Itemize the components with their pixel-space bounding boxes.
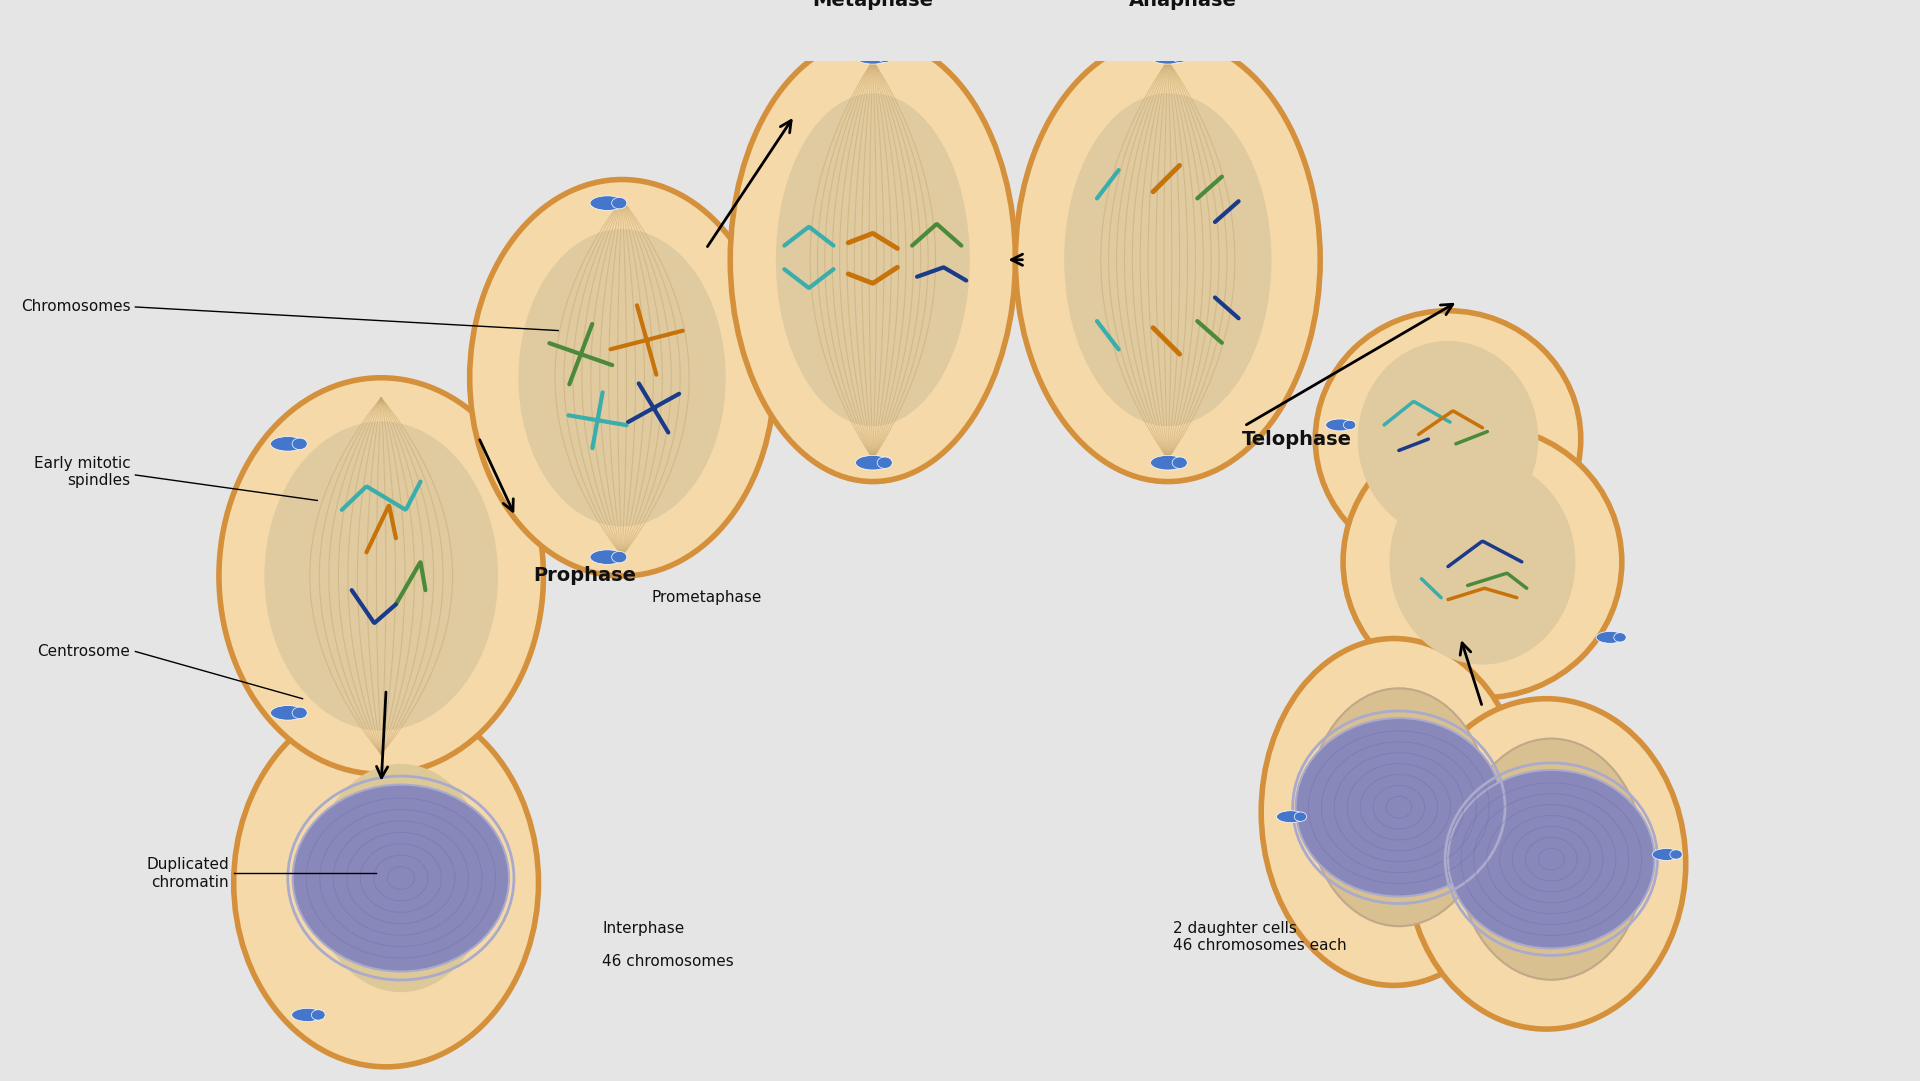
Ellipse shape <box>1150 50 1185 64</box>
Ellipse shape <box>1407 698 1686 1029</box>
Text: 2 daughter cells
46 chromosomes each: 2 daughter cells 46 chromosomes each <box>1173 921 1346 953</box>
Text: Metaphase: Metaphase <box>812 0 933 10</box>
Ellipse shape <box>1277 811 1306 823</box>
Ellipse shape <box>856 455 891 470</box>
Ellipse shape <box>877 51 893 63</box>
Ellipse shape <box>1309 689 1490 926</box>
Ellipse shape <box>612 198 626 209</box>
Ellipse shape <box>271 437 305 451</box>
Ellipse shape <box>292 1009 323 1022</box>
Ellipse shape <box>292 785 509 972</box>
Text: Duplicated
chromatin: Duplicated chromatin <box>146 857 228 890</box>
Ellipse shape <box>856 50 891 64</box>
Ellipse shape <box>1171 51 1187 63</box>
Text: Early mitotic
spindles: Early mitotic spindles <box>35 456 131 489</box>
Ellipse shape <box>311 1010 324 1020</box>
Ellipse shape <box>292 707 307 719</box>
Ellipse shape <box>1150 455 1185 470</box>
Ellipse shape <box>1296 718 1501 896</box>
Ellipse shape <box>1448 770 1655 948</box>
Ellipse shape <box>219 377 543 774</box>
Ellipse shape <box>1670 850 1682 859</box>
Text: Prophase: Prophase <box>534 566 637 586</box>
Text: 46 chromosomes: 46 chromosomes <box>603 953 733 969</box>
Ellipse shape <box>1459 738 1644 979</box>
Ellipse shape <box>271 706 305 720</box>
Ellipse shape <box>589 196 624 211</box>
Ellipse shape <box>776 93 970 426</box>
Ellipse shape <box>313 764 490 992</box>
Ellipse shape <box>265 422 497 731</box>
Ellipse shape <box>1016 38 1321 482</box>
Ellipse shape <box>292 438 307 450</box>
Ellipse shape <box>1390 459 1576 665</box>
Text: Anaphase: Anaphase <box>1129 0 1236 10</box>
Ellipse shape <box>1596 631 1624 643</box>
Ellipse shape <box>589 550 624 564</box>
Ellipse shape <box>1171 457 1187 468</box>
Text: Prometaphase: Prometaphase <box>651 590 762 605</box>
Ellipse shape <box>1651 849 1680 860</box>
Text: Chromosomes: Chromosomes <box>21 299 131 315</box>
Ellipse shape <box>518 229 726 526</box>
Ellipse shape <box>1064 93 1271 426</box>
Ellipse shape <box>1325 419 1354 431</box>
Ellipse shape <box>877 457 893 468</box>
Text: Interphase: Interphase <box>603 921 685 935</box>
Text: Telophase: Telophase <box>1242 429 1352 449</box>
Ellipse shape <box>1315 310 1580 568</box>
Ellipse shape <box>1261 639 1526 986</box>
Ellipse shape <box>1615 632 1626 642</box>
Ellipse shape <box>612 551 626 563</box>
Ellipse shape <box>234 698 538 1067</box>
Ellipse shape <box>1357 341 1538 537</box>
Ellipse shape <box>470 179 774 576</box>
Ellipse shape <box>730 38 1016 482</box>
Ellipse shape <box>1344 421 1356 429</box>
Text: Centrosome: Centrosome <box>38 644 131 659</box>
Ellipse shape <box>1294 812 1308 822</box>
Ellipse shape <box>1344 426 1622 697</box>
